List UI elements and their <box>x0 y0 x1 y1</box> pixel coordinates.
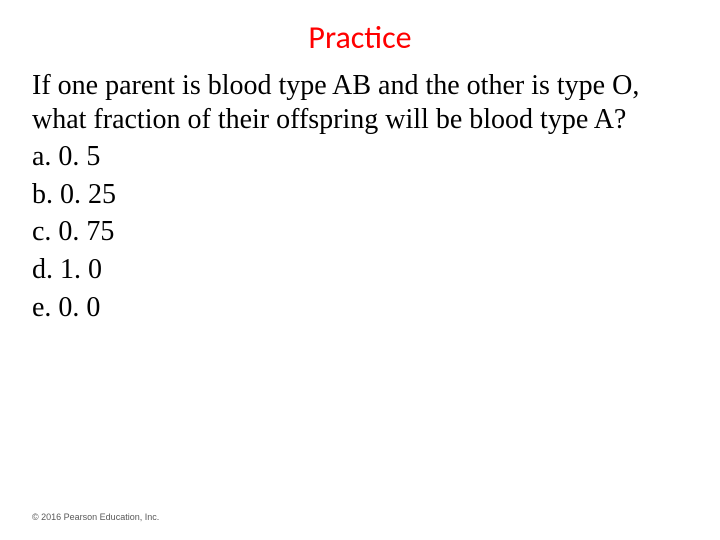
option-d: d. 1. 0 <box>32 253 680 287</box>
slide-title: Practice <box>0 0 720 67</box>
option-e: e. 0. 0 <box>32 291 680 325</box>
question-text: If one parent is blood type AB and the o… <box>32 69 680 136</box>
option-c: c. 0. 75 <box>32 215 680 249</box>
copyright-footer: © 2016 Pearson Education, Inc. <box>32 512 159 522</box>
slide: Practice If one parent is blood type AB … <box>0 0 720 540</box>
option-a: a. 0. 5 <box>32 140 680 174</box>
slide-body: If one parent is blood type AB and the o… <box>0 67 720 324</box>
option-b: b. 0. 25 <box>32 178 680 212</box>
